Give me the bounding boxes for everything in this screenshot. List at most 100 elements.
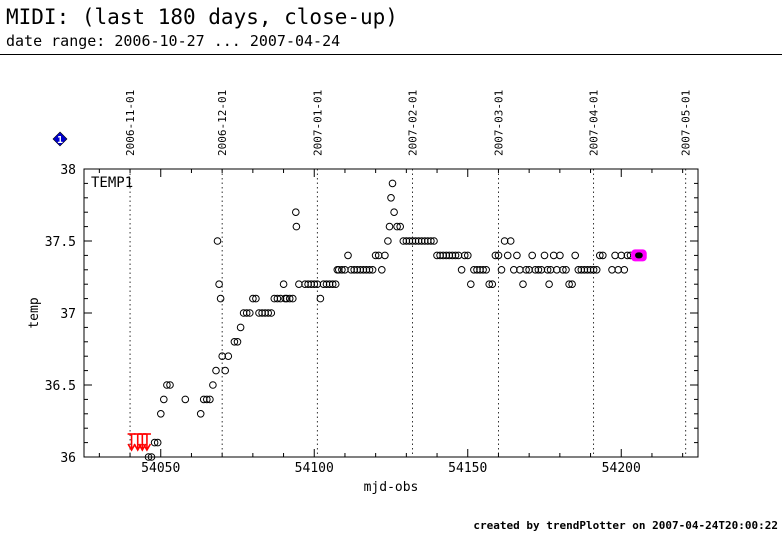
data-point <box>589 266 598 274</box>
data-point <box>534 266 543 274</box>
data-point <box>213 237 222 245</box>
data-point <box>221 366 229 375</box>
date-range-subtitle: date range: 2006-10-27 ... 2007-04-24 <box>6 32 341 50</box>
x-tick-label: 54100 <box>295 461 334 476</box>
data-point <box>580 266 589 274</box>
y-tick-label: 38 <box>60 163 76 178</box>
data-point <box>292 208 300 216</box>
data-point <box>157 410 165 418</box>
data-point <box>316 294 325 303</box>
data-point <box>307 280 316 289</box>
data-point <box>417 237 426 245</box>
data-point <box>347 266 355 274</box>
x-tick-label: 54050 <box>141 461 180 476</box>
data-point <box>396 222 405 231</box>
data-point <box>485 280 494 289</box>
data-point <box>562 266 570 274</box>
data-point <box>408 237 417 245</box>
data-point <box>368 266 377 274</box>
data-point <box>402 237 411 245</box>
data-point <box>285 294 294 303</box>
data-point <box>623 251 632 260</box>
data-point <box>166 381 174 389</box>
data-point <box>543 266 552 274</box>
y-axis-label: temp <box>27 297 42 328</box>
data-point <box>365 266 374 274</box>
highlight-bar <box>635 252 643 259</box>
data-point <box>442 251 451 260</box>
data-point <box>356 266 365 274</box>
data-point <box>583 266 592 274</box>
data-point <box>310 280 319 289</box>
data-point <box>519 280 527 289</box>
data-point <box>335 266 343 274</box>
data-point <box>216 294 225 303</box>
data-point <box>338 266 346 274</box>
data-point <box>203 395 211 404</box>
y-tick-label: 36 <box>60 451 76 466</box>
data-point <box>163 381 171 389</box>
data-point <box>279 280 288 289</box>
data-point <box>387 194 395 202</box>
data-point <box>540 251 549 260</box>
data-point <box>246 309 254 317</box>
data-point <box>393 222 401 231</box>
y-tick-label: 36.5 <box>45 379 76 394</box>
data-point <box>608 266 616 274</box>
info-badge[interactable]: 1 <box>52 131 68 147</box>
data-point <box>359 266 368 274</box>
data-point <box>596 251 604 260</box>
data-point <box>289 294 297 303</box>
data-point <box>430 237 438 245</box>
data-point <box>513 251 521 260</box>
data-point <box>494 251 503 260</box>
data-point <box>611 251 619 260</box>
y-tick-label: 37 <box>60 307 76 322</box>
data-point <box>503 251 512 260</box>
data-point <box>488 280 497 289</box>
data-point <box>568 280 576 289</box>
data-point <box>378 266 386 274</box>
data-point <box>215 280 223 289</box>
data-point <box>258 309 266 317</box>
data-point <box>571 251 580 260</box>
date-label: 2007-02-01 <box>406 90 419 156</box>
arrow-head <box>142 443 152 452</box>
data-point <box>153 438 162 447</box>
date-label: 2007-04-01 <box>588 90 601 156</box>
date-label: 2006-12-01 <box>216 90 229 156</box>
data-point <box>528 251 537 260</box>
header-divider <box>0 54 782 55</box>
y-tick-label: 37.5 <box>45 235 76 250</box>
data-point <box>295 280 303 289</box>
data-point <box>549 251 558 260</box>
data-point <box>264 309 273 317</box>
x-tick-label: 54200 <box>602 461 641 476</box>
data-point <box>451 251 460 260</box>
date-label: 2007-05-01 <box>680 90 693 156</box>
data-point <box>233 338 242 346</box>
data-point <box>371 251 380 260</box>
data-point <box>399 237 408 245</box>
data-point <box>267 309 276 317</box>
data-point <box>497 266 506 274</box>
data-point <box>491 251 500 260</box>
data-point <box>212 366 220 375</box>
info-badge-label: 1 <box>57 135 63 146</box>
data-point <box>344 251 352 260</box>
data-point <box>464 251 472 260</box>
data-point <box>230 338 239 346</box>
axis-tick-labels: 54050 54100 54150 54200 36 36.5 37 37.5 38 <box>45 163 641 476</box>
data-point <box>559 266 567 274</box>
data-point <box>325 280 334 289</box>
axis-ticks <box>84 168 698 458</box>
data-point <box>209 381 217 389</box>
data-point <box>411 237 420 245</box>
data-point <box>506 237 515 245</box>
data-point <box>249 294 257 303</box>
data-point <box>473 266 481 274</box>
data-point <box>500 237 509 245</box>
data-point <box>448 251 457 260</box>
data-point <box>206 395 214 404</box>
